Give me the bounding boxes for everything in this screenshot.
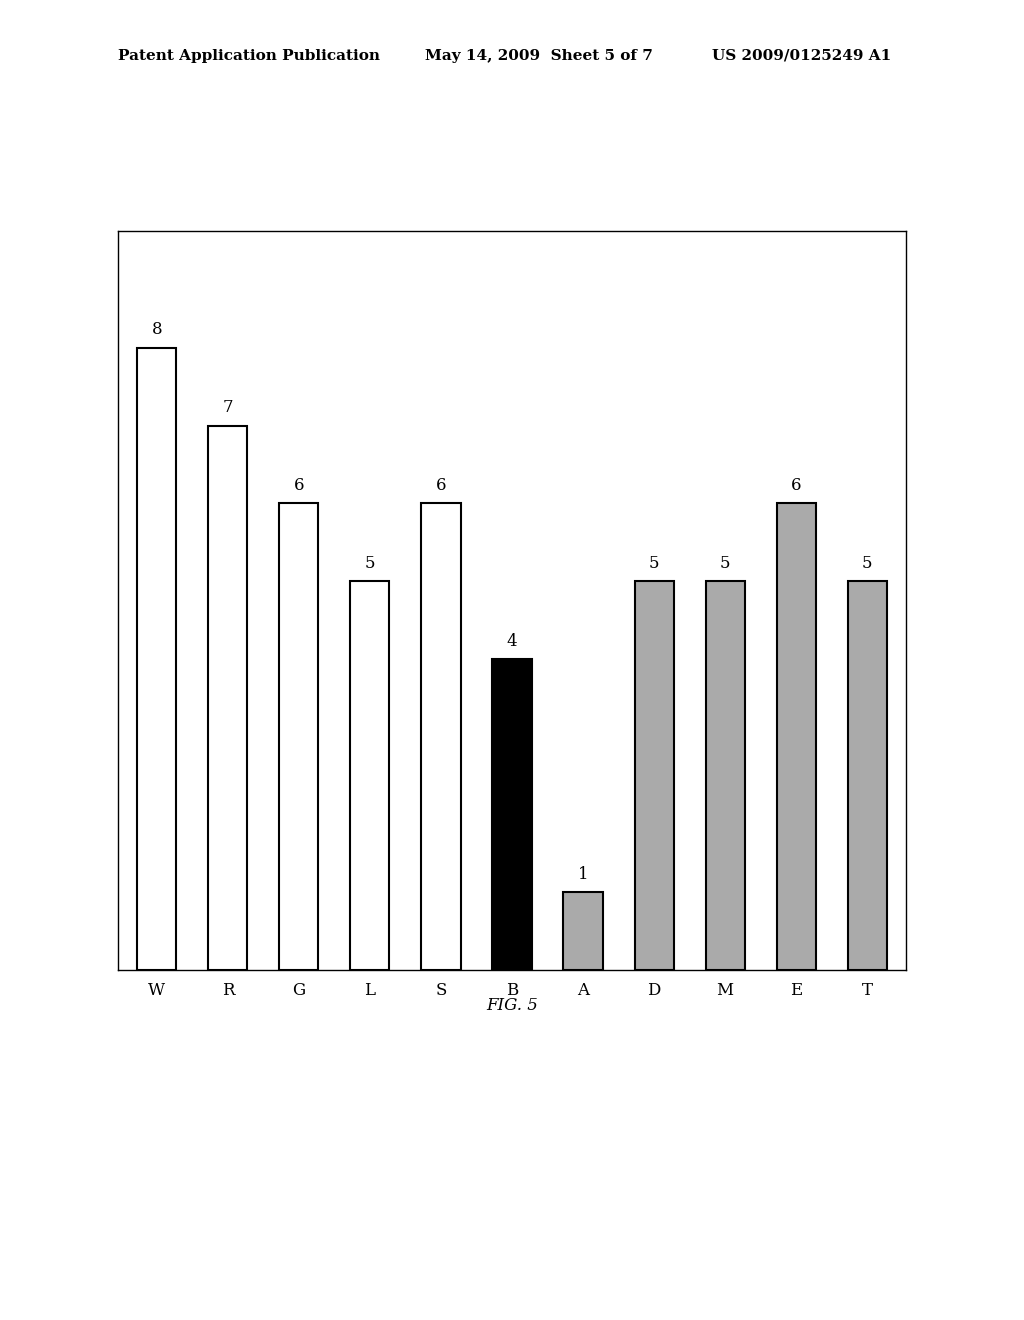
Text: 6: 6 — [436, 477, 446, 494]
Bar — [208, 425, 248, 970]
Text: 8: 8 — [152, 321, 162, 338]
Text: May 14, 2009  Sheet 5 of 7: May 14, 2009 Sheet 5 of 7 — [425, 49, 653, 63]
Text: 6: 6 — [294, 477, 304, 494]
Bar — [848, 581, 887, 970]
Text: Patent Application Publication: Patent Application Publication — [118, 49, 380, 63]
Text: US 2009/0125249 A1: US 2009/0125249 A1 — [712, 49, 891, 63]
Bar — [563, 892, 602, 970]
Text: 5: 5 — [365, 554, 375, 572]
Text: FIG. 5: FIG. 5 — [486, 997, 538, 1014]
Bar — [635, 581, 674, 970]
Text: 5: 5 — [649, 554, 659, 572]
Bar — [493, 659, 531, 970]
Text: 5: 5 — [720, 554, 730, 572]
Text: 7: 7 — [222, 399, 233, 416]
Bar — [706, 581, 744, 970]
Bar — [776, 503, 816, 970]
Text: 6: 6 — [791, 477, 802, 494]
Bar — [422, 503, 461, 970]
Text: 4: 4 — [507, 632, 517, 649]
Text: 5: 5 — [862, 554, 872, 572]
Bar — [137, 347, 176, 970]
Bar — [350, 581, 389, 970]
Bar — [280, 503, 318, 970]
Text: 1: 1 — [578, 866, 589, 883]
